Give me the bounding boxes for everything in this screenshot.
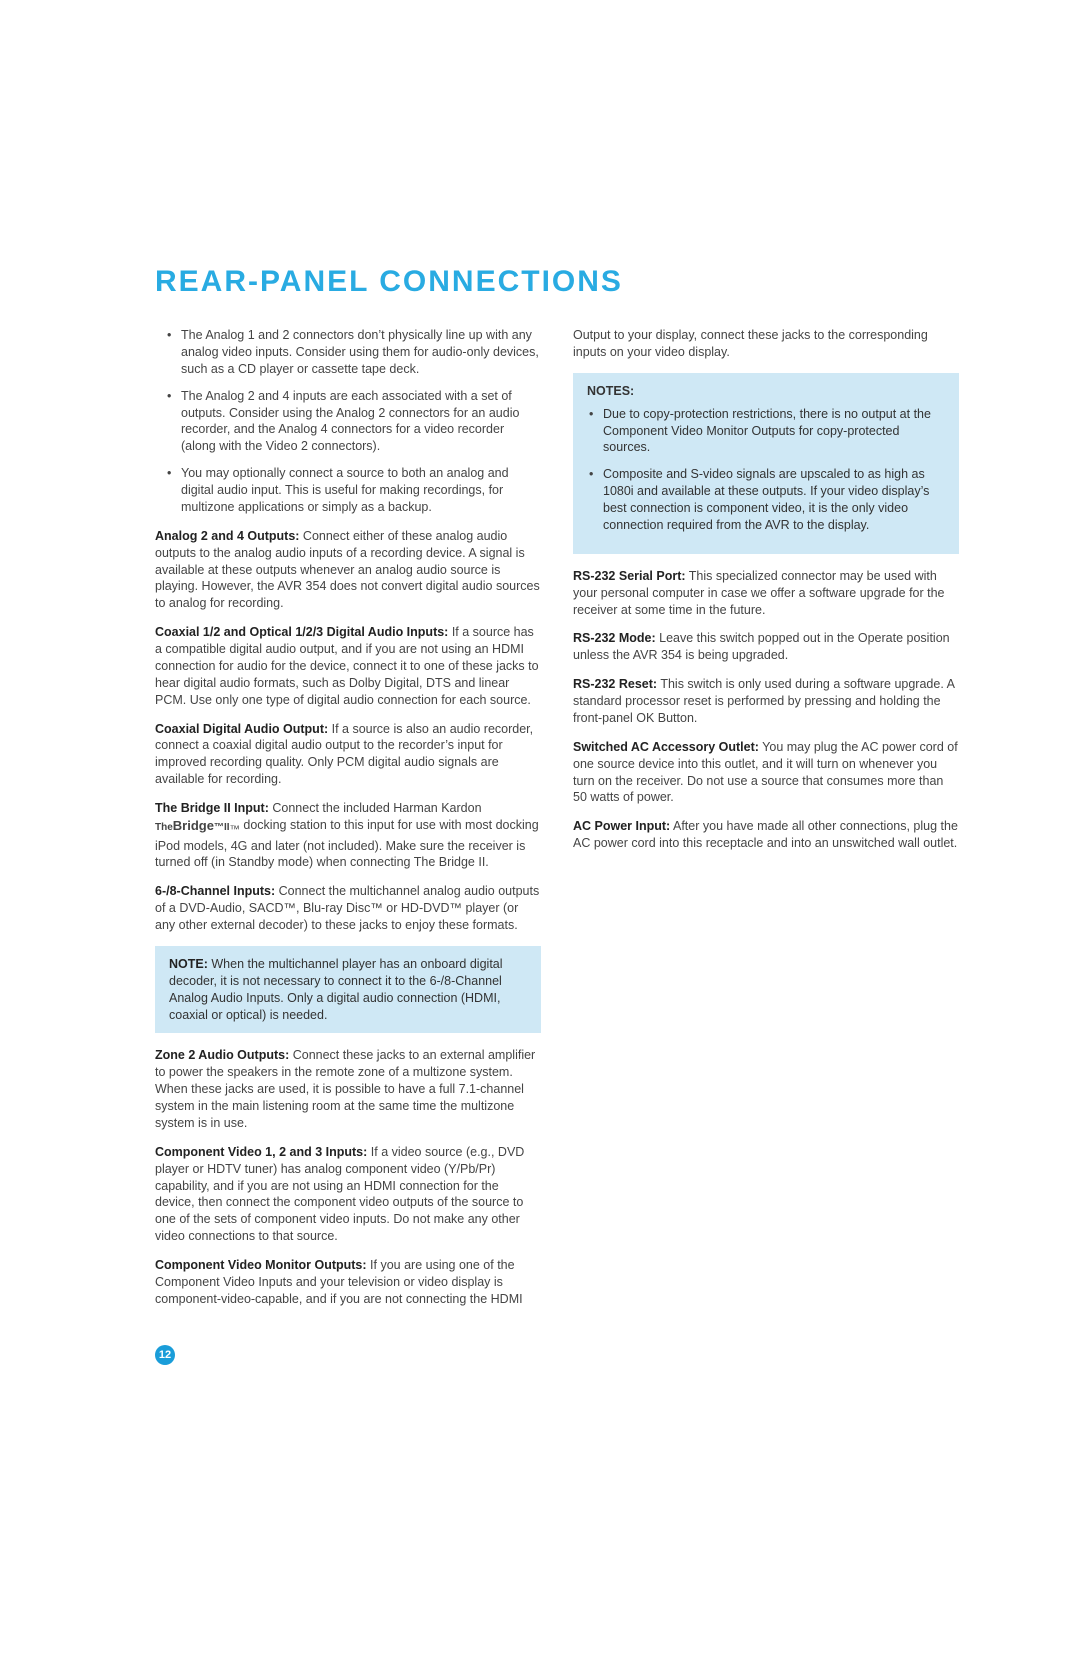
label: Coaxial Digital Audio Output: — [155, 722, 328, 736]
notes-box: NOTES: Due to copy-protection restrictio… — [573, 373, 959, 554]
paragraph-ac-outlet: Switched AC Accessory Outlet: You may pl… — [573, 739, 959, 807]
bullet-item: Composite and S-video signals are upscal… — [589, 466, 945, 534]
paragraph-component-video-inputs: Component Video 1, 2 and 3 Inputs: If a … — [155, 1144, 541, 1245]
label: AC Power Input: — [573, 819, 670, 833]
page-title: REAR-PANEL CONNECTIONS — [155, 265, 980, 299]
left-column: The Analog 1 and 2 connectors don’t phys… — [155, 327, 541, 1320]
label: RS-232 Serial Port: — [573, 569, 686, 583]
label: Coaxial 1/2 and Optical 1/2/3 Digital Au… — [155, 625, 448, 639]
label: RS-232 Mode: — [573, 631, 656, 645]
paragraph-zone2-outputs: Zone 2 Audio Outputs: Connect these jack… — [155, 1047, 541, 1131]
two-column-layout: The Analog 1 and 2 connectors don’t phys… — [155, 327, 980, 1320]
note-box: NOTE: When the multichannel player has a… — [155, 946, 541, 1034]
paragraph-component-monitor-outputs: Component Video Monitor Outputs: If you … — [155, 1257, 541, 1308]
logo-suffix: ™II — [214, 822, 230, 833]
label: Component Video Monitor Outputs: — [155, 1258, 367, 1272]
label: RS-232 Reset: — [573, 677, 657, 691]
subscript: ™ — [230, 824, 240, 835]
notes-bullet-list: Due to copy-protection restrictions, the… — [587, 406, 945, 534]
paragraph-rs232-port: RS-232 Serial Port: This specialized con… — [573, 568, 959, 619]
paragraph-analog-outputs: Analog 2 and 4 Outputs: Connect either o… — [155, 528, 541, 612]
bullet-item: The Analog 2 and 4 inputs are each assoc… — [167, 388, 541, 456]
label: Analog 2 and 4 Outputs: — [155, 529, 299, 543]
page: REAR-PANEL CONNECTIONS The Analog 1 and … — [0, 0, 1080, 1669]
notes-title: NOTES: — [587, 383, 945, 400]
label: 6-/8-Channel Inputs: — [155, 884, 275, 898]
body-text: If a video source (e.g., DVD player or H… — [155, 1145, 524, 1243]
bullet-item: Due to copy-protection restrictions, the… — [589, 406, 945, 457]
paragraph-68ch-inputs: 6-/8-Channel Inputs: Connect the multich… — [155, 883, 541, 934]
paragraph-bridge-input: The Bridge II Input: Connect the include… — [155, 800, 541, 871]
page-number-badge: 12 — [155, 1345, 175, 1365]
paragraph-coax-output: Coaxial Digital Audio Output: If a sourc… — [155, 721, 541, 789]
right-column: Output to your display, connect these ja… — [573, 327, 959, 1320]
bullet-item: You may optionally connect a source to b… — [167, 465, 541, 516]
paragraph-ac-power-input: AC Power Input: After you have made all … — [573, 818, 959, 852]
note-text: When the multichannel player has an onbo… — [169, 957, 503, 1022]
label: The Bridge II Input: — [155, 801, 269, 815]
paragraph-coax-optical-inputs: Coaxial 1/2 and Optical 1/2/3 Digital Au… — [155, 624, 541, 708]
label: Switched AC Accessory Outlet: — [573, 740, 759, 754]
note-label: NOTE: — [169, 957, 208, 971]
bullet-item: The Analog 1 and 2 connectors don’t phys… — [167, 327, 541, 378]
bridge-logo: TheBridge™II — [155, 822, 230, 833]
label: Component Video 1, 2 and 3 Inputs: — [155, 1145, 367, 1159]
paragraph-rs232-reset: RS-232 Reset: This switch is only used d… — [573, 676, 959, 727]
paragraph-rs232-mode: RS-232 Mode: Leave this switch popped ou… — [573, 630, 959, 664]
initial-bullet-list: The Analog 1 and 2 connectors don’t phys… — [155, 327, 541, 516]
body-text: Connect the included Harman Kardon — [269, 801, 482, 815]
label: Zone 2 Audio Outputs: — [155, 1048, 289, 1062]
paragraph-continued: Output to your display, connect these ja… — [573, 327, 959, 361]
logo-big: Bridge — [173, 818, 214, 833]
logo-small: The — [155, 822, 173, 833]
